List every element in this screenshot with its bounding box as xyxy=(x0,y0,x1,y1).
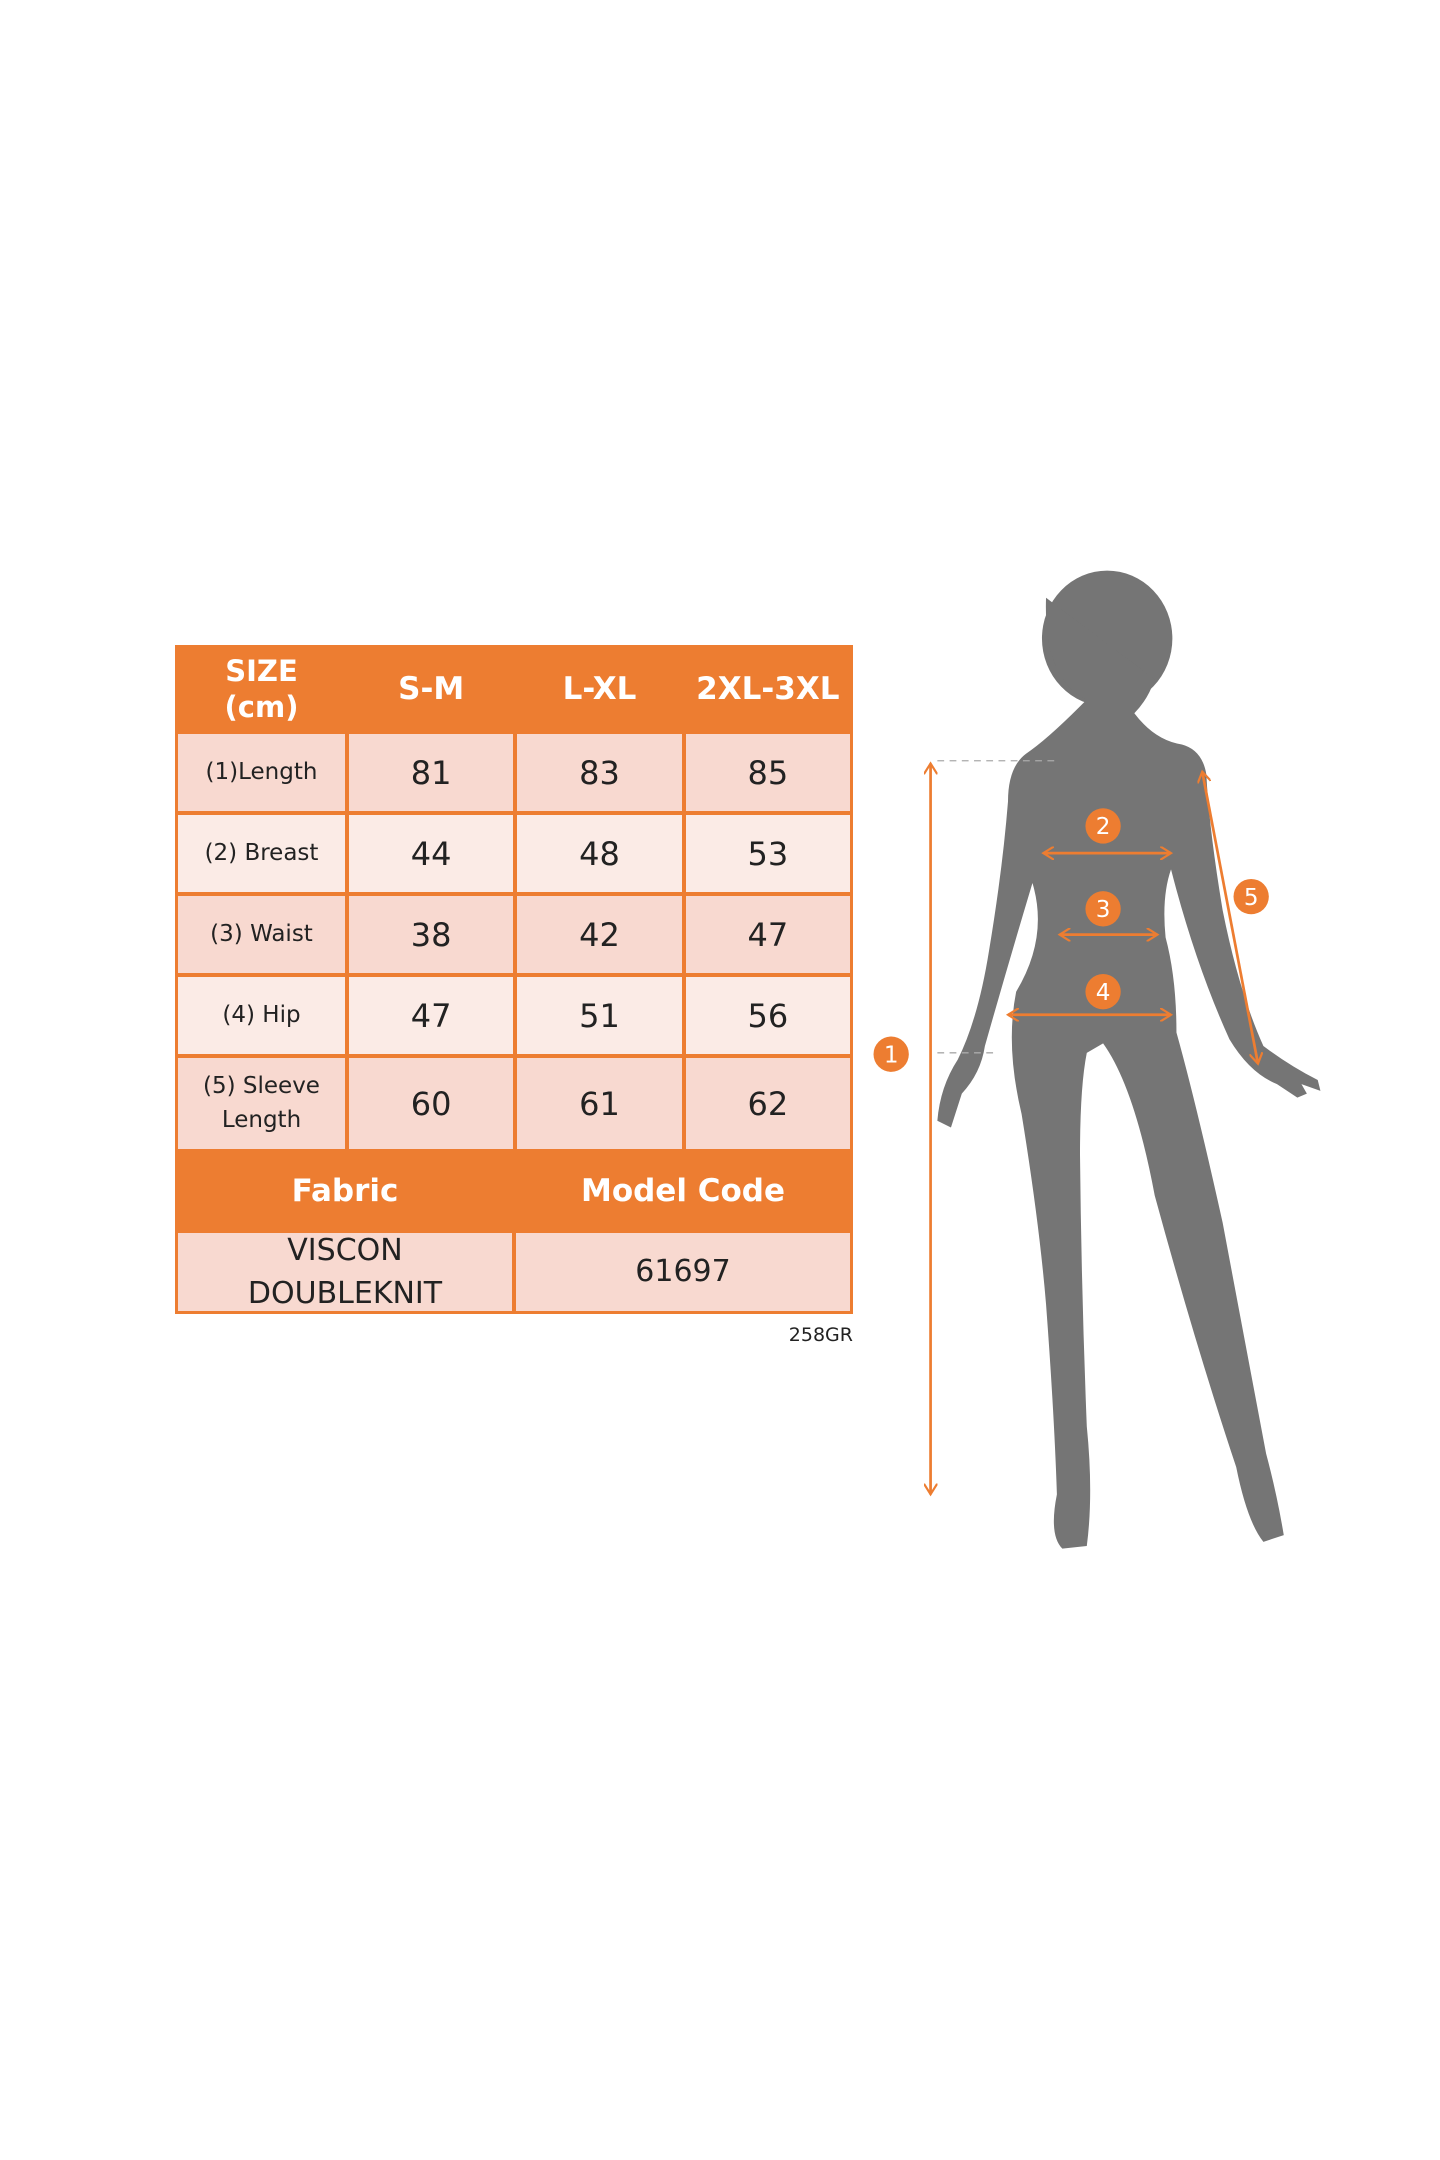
table-cell: 53 xyxy=(685,815,850,892)
size-table: SIZE (cm) S-M L-XL 2XL-3XL (1)Length 81 8… xyxy=(175,645,853,1314)
table-cell: 47 xyxy=(349,977,514,1054)
fabric-line1: VISCON xyxy=(287,1232,403,1268)
table-cell: 47 xyxy=(685,896,850,973)
table-cell: 83 xyxy=(517,734,682,811)
row-label: (2) Breast xyxy=(178,815,345,892)
marker-4: 4 xyxy=(1085,974,1121,1010)
model-code-value: 61697 xyxy=(516,1233,850,1311)
size-column-header: S-M xyxy=(349,648,514,730)
measurement-guides xyxy=(931,760,1258,1495)
svg-text:2: 2 xyxy=(1096,814,1111,840)
fabric-header-row: Fabric Model Code xyxy=(178,1153,850,1229)
svg-text:5: 5 xyxy=(1244,885,1259,911)
marker-3: 3 xyxy=(1085,891,1121,927)
product-code: 258GR xyxy=(788,1324,853,1346)
model-code-header: Model Code xyxy=(516,1153,850,1229)
marker-5: 5 xyxy=(1233,878,1269,915)
table-cell: 56 xyxy=(685,977,850,1054)
row-label: (1)Length xyxy=(178,734,345,811)
table-cell: 81 xyxy=(349,734,514,811)
sleeve-arrow xyxy=(1202,772,1258,1064)
marker-2: 2 xyxy=(1085,808,1121,844)
table-cell: 48 xyxy=(517,815,682,892)
size-column-header: L-XL xyxy=(517,648,682,730)
table-cell: 85 xyxy=(685,734,850,811)
table-row: (5) Sleeve Length 60 61 62 xyxy=(178,1058,850,1149)
fabric-line2: DOUBLEKNIT xyxy=(247,1276,443,1311)
size-header-line2: (cm) xyxy=(224,690,299,724)
row-label: (5) Sleeve Length xyxy=(178,1058,345,1149)
size-column-header: 2XL-3XL xyxy=(685,648,850,730)
svg-text:4: 4 xyxy=(1096,980,1111,1006)
table-header-row: SIZE (cm) S-M L-XL 2XL-3XL xyxy=(178,648,850,730)
svg-text:1: 1 xyxy=(884,1042,899,1068)
table-cell: 60 xyxy=(349,1058,514,1149)
table-row: (3) Waist 38 42 47 xyxy=(178,896,850,973)
row-label-line2: Length xyxy=(221,1106,302,1133)
table-cell: 51 xyxy=(517,977,682,1054)
table-cell: 44 xyxy=(349,815,514,892)
svg-text:3: 3 xyxy=(1096,897,1111,923)
table-cell: 62 xyxy=(685,1058,850,1149)
row-label: (4) Hip xyxy=(178,977,345,1054)
table-row: (1)Length 81 83 85 xyxy=(178,734,850,811)
fabric-value: VISCON DOUBLEKNIT xyxy=(178,1233,512,1311)
table-cell: 38 xyxy=(349,896,514,973)
body-silhouette xyxy=(937,570,1321,1549)
table-cell: 42 xyxy=(517,896,682,973)
fabric-value-row: VISCON DOUBLEKNIT 61697 xyxy=(178,1233,850,1311)
size-header: SIZE (cm) xyxy=(178,648,345,730)
table-cell: 61 xyxy=(517,1058,682,1149)
size-header-line1: SIZE xyxy=(225,653,298,688)
marker-1: 1 xyxy=(873,1036,909,1072)
table-row: (4) Hip 47 51 56 xyxy=(178,977,850,1054)
row-label-line1: (5) Sleeve xyxy=(203,1073,320,1100)
fabric-header: Fabric xyxy=(178,1153,512,1229)
table-row: (2) Breast 44 48 53 xyxy=(178,815,850,892)
row-label: (3) Waist xyxy=(178,896,345,973)
